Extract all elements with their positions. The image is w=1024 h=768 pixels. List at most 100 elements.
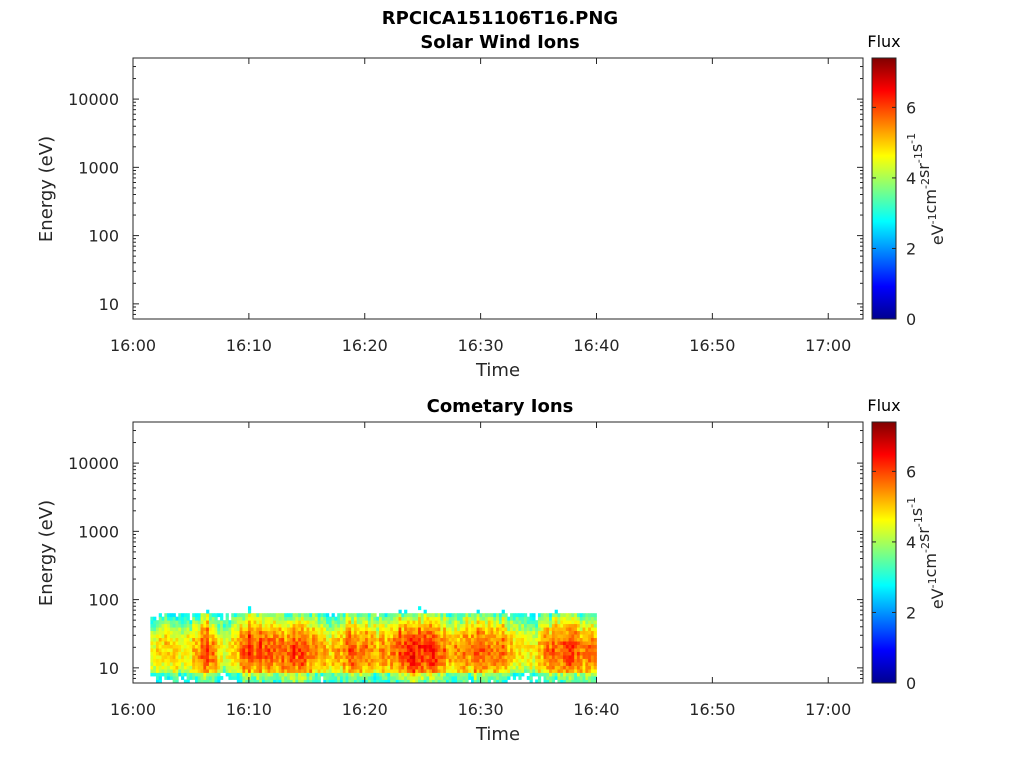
- heatmap-cell: [529, 627, 533, 632]
- heatmap-cell: [194, 648, 199, 652]
- heatmap-cell: [309, 620, 313, 625]
- heatmap-cell: [468, 630, 472, 635]
- heatmap-cell: [317, 620, 321, 625]
- heatmap-cell: [337, 637, 341, 642]
- heatmap-cell: [423, 658, 427, 663]
- heatmap-cell: [206, 672, 210, 677]
- heatmap-cell: [239, 665, 243, 670]
- heatmap-cell: [356, 620, 360, 625]
- heatmap-cell: [549, 637, 553, 642]
- heatmap-cell: [473, 658, 477, 663]
- heatmap-cell: [459, 616, 464, 621]
- heatmap-cell: [228, 662, 232, 666]
- heatmap-cell: [289, 623, 293, 628]
- heatmap-cell: [507, 620, 511, 625]
- heatmap-cell: [398, 648, 402, 652]
- heatmap-cell: [582, 620, 586, 625]
- heatmap-cell: [512, 616, 517, 621]
- heatmap-cell: [392, 613, 397, 618]
- heatmap-cell: [194, 616, 199, 621]
- heatmap-cell: [443, 634, 447, 639]
- heatmap-cell: [208, 630, 213, 635]
- heatmap-cell: [183, 623, 188, 628]
- heatmap-cell: [471, 669, 475, 673]
- heatmap-cell: [194, 641, 199, 646]
- heatmap-cell: [479, 658, 483, 663]
- heatmap-cell: [429, 658, 433, 663]
- x-tick-labels: 16:00 16:10 16:20 16:30 16:40 16:50 17:00: [110, 336, 851, 355]
- heatmap-cell: [431, 679, 436, 684]
- heatmap-cell: [484, 623, 489, 628]
- heatmap-cell: [287, 644, 291, 649]
- heatmap-cell: [373, 630, 377, 635]
- heatmap-cell: [418, 644, 422, 649]
- heatmap-cell: [431, 641, 436, 646]
- heatmap-cell: [303, 662, 307, 666]
- heatmap-cell: [158, 644, 162, 649]
- heatmap-cell: [259, 613, 263, 618]
- heatmap-cell: [167, 616, 171, 621]
- heatmap-cell: [576, 676, 581, 680]
- heatmap-cell: [234, 616, 238, 621]
- heatmap-cell: [574, 676, 578, 680]
- heatmap-cell: [211, 669, 215, 673]
- heatmap-cell: [429, 676, 433, 680]
- heatmap-cell: [535, 644, 539, 649]
- heatmap-cell: [546, 651, 550, 656]
- heatmap-cell: [200, 662, 204, 666]
- heatmap-cell: [206, 630, 210, 635]
- heatmap-cell: [253, 620, 257, 625]
- heatmap-cell: [295, 630, 299, 635]
- heatmap-cell: [367, 662, 372, 666]
- heatmap-cell: [281, 651, 285, 656]
- heatmap-cell: [540, 651, 544, 656]
- heatmap-cell: [256, 651, 260, 656]
- heatmap-cell: [320, 641, 324, 646]
- heatmap-cell: [535, 655, 539, 659]
- heatmap-cell: [172, 665, 176, 670]
- heatmap-cell: [487, 644, 491, 649]
- heatmap-cell: [465, 648, 469, 652]
- heatmap-cell: [228, 620, 232, 625]
- heatmap-cell: [317, 665, 321, 670]
- heatmap-cell: [471, 613, 475, 618]
- heatmap-cell: [208, 679, 213, 684]
- heatmap-cell: [167, 627, 171, 632]
- heatmap-cell: [471, 665, 475, 670]
- heatmap-cell: [379, 655, 383, 659]
- heatmap-cell: [457, 662, 461, 666]
- colorbar-tick-label: 2: [906, 603, 916, 622]
- heatmap-cell: [351, 665, 355, 670]
- heatmap-cell: [549, 620, 553, 625]
- heatmap-cell: [220, 620, 224, 625]
- heatmap-cell: [211, 648, 215, 652]
- heatmap-cell: [395, 637, 399, 642]
- heatmap-cell: [242, 679, 246, 684]
- heatmap-cell: [359, 613, 363, 618]
- heatmap-cell: [267, 679, 271, 684]
- heatmap-cell: [476, 609, 480, 614]
- heatmap-cell: [543, 676, 547, 680]
- heatmap-cell: [261, 655, 266, 659]
- heatmap-cell: [242, 616, 246, 621]
- heatmap-cell: [448, 669, 452, 673]
- heatmap-cell: [376, 616, 380, 621]
- x-tick-label: 17:00: [805, 336, 851, 355]
- heatmap-cell: [192, 627, 196, 632]
- heatmap-cell: [451, 616, 455, 621]
- heatmap-cell: [434, 634, 438, 639]
- heatmap-cell: [518, 627, 522, 632]
- heatmap-cell: [351, 644, 355, 649]
- heatmap-cell: [465, 641, 469, 646]
- x-tick-label: 16:10: [226, 336, 272, 355]
- heatmap-cell: [473, 662, 477, 666]
- heatmap-cell: [189, 623, 193, 628]
- heatmap-cell: [175, 644, 179, 649]
- heatmap-cell: [178, 634, 182, 639]
- heatmap-cell: [287, 665, 291, 670]
- heatmap-cell: [507, 648, 511, 652]
- heatmap-cell: [582, 637, 586, 642]
- heatmap-cell: [574, 669, 578, 673]
- heatmap-cell: [376, 623, 380, 628]
- heatmap-cell: [434, 623, 438, 628]
